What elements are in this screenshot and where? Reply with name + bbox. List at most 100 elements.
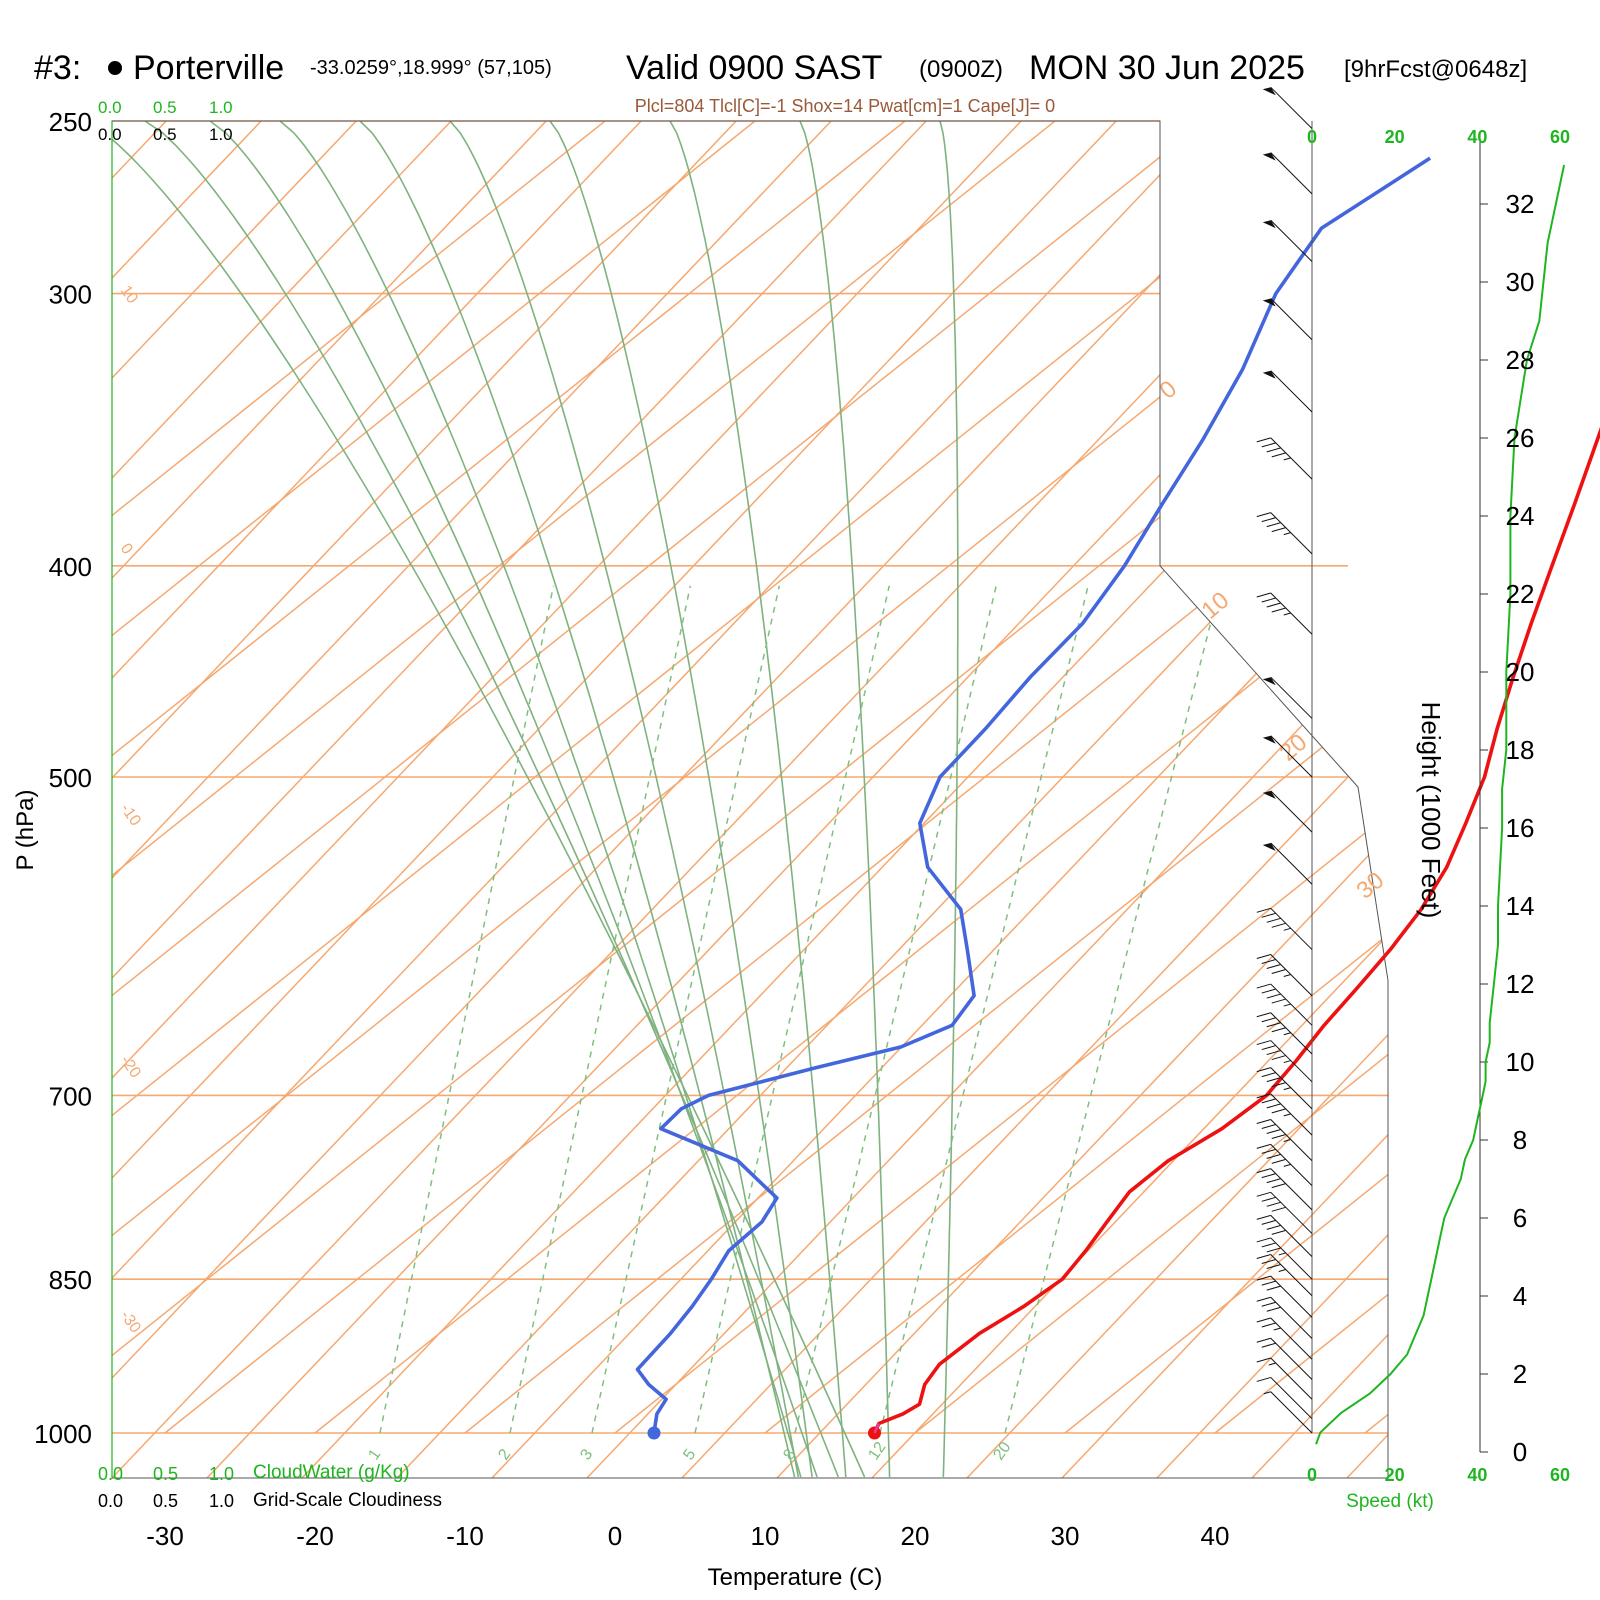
wind-barb-flag	[1271, 452, 1286, 458]
isotherm--110	[112, 121, 606, 1434]
wind-barb	[1270, 1337, 1313, 1380]
dry-adiabat-line	[112, 121, 452, 1478]
wind-barb-flag	[1261, 1242, 1276, 1248]
wind-barb-flag	[1261, 1322, 1276, 1328]
height-tick-12: 12	[1506, 969, 1535, 999]
wind-barb-half	[1283, 532, 1291, 536]
wind-barb-flag	[1266, 1264, 1281, 1269]
mixing-ratio-2	[509, 585, 692, 1434]
wind-barb-flag	[1256, 1376, 1271, 1382]
dry-adiabat-line	[776, 121, 1388, 1478]
surface-dewpoint-marker	[647, 1426, 661, 1440]
wind-barb-flag	[1256, 953, 1271, 959]
wind-barb	[1270, 735, 1313, 778]
isotherm-lines	[112, 121, 1388, 1434]
dry-adiabat-line	[112, 121, 1212, 1478]
cl-bot-1: 1.0	[209, 1491, 234, 1511]
wind-barb-flag	[1261, 1173, 1276, 1179]
wind-barb-flag	[1261, 442, 1276, 448]
cw-bot-05: 0.5	[153, 1464, 178, 1484]
height-tick-18: 18	[1506, 735, 1535, 765]
wind-barb-flag	[1256, 1168, 1271, 1174]
dry-adiabat-line	[112, 121, 832, 1478]
wind-barb-flag	[1256, 1275, 1271, 1281]
wind-profile	[1256, 86, 1566, 1453]
dry-adiabat-line	[112, 121, 1022, 1478]
wind-barb	[1270, 1144, 1313, 1186]
cl-top-05: 0.5	[153, 125, 177, 144]
wind-barb	[1270, 1377, 1313, 1420]
cw-top-05: 0.5	[153, 98, 177, 117]
height-tick-16: 16	[1506, 813, 1535, 843]
temp-tick--10: -10	[446, 1521, 484, 1551]
speed-tick-top-60: 60	[1550, 127, 1570, 147]
wind-barb-half	[1283, 1003, 1291, 1007]
wind-barb-flag	[1261, 597, 1276, 603]
height-tick-30: 30	[1506, 267, 1535, 297]
height-tick-20: 20	[1506, 657, 1535, 687]
wind-barb-flag	[1261, 1017, 1276, 1023]
pressure-tick-850: 850	[49, 1265, 92, 1295]
wind-barb-flag	[1266, 522, 1281, 528]
wind-barb-flag	[1256, 512, 1271, 518]
valid-time: Valid 0900 SAST	[626, 49, 882, 87]
sounding-traces	[635, 156, 1600, 1440]
wind-barb	[1270, 1357, 1313, 1400]
wind-barb-flag	[1271, 527, 1286, 533]
wind-barb-half	[1283, 612, 1291, 616]
wind-barb-flag	[1256, 1040, 1271, 1046]
cw-top-1: 1.0	[209, 98, 233, 117]
moist-adiabat-line	[549, 121, 813, 1478]
moist-adiabat-line	[279, 121, 802, 1478]
isotherm-10	[764, 121, 1388, 1434]
wind-barb-flag	[1261, 1072, 1276, 1078]
cl-top-0: 0.0	[98, 125, 122, 144]
wind-barb-flag	[1256, 983, 1271, 989]
wind-barb-flag	[1256, 1093, 1271, 1099]
x-axis-label: Temperature (C)	[708, 1564, 883, 1591]
isotherm-50	[1364, 121, 1388, 1434]
dewpoint-trace	[635, 156, 1432, 1434]
dry-adiabat-line	[966, 121, 1388, 1478]
wind-pennant-icon	[1262, 790, 1276, 799]
wind-barb-flag	[1261, 912, 1276, 918]
wind-pennant-icon	[1262, 152, 1276, 161]
station-dot-icon	[108, 61, 122, 75]
station-coords: -33.0259°,18.999° (57,105)	[310, 57, 552, 79]
wind-barb-flag	[1261, 1045, 1276, 1051]
height-tick-26: 26	[1506, 423, 1535, 453]
station-name: Porterville	[133, 49, 284, 87]
dry-adiabat-line	[491, 121, 1388, 1478]
height-tick-6: 6	[1513, 1203, 1527, 1233]
wind-barb-flag	[1261, 1301, 1276, 1307]
isotherm-label: -30	[117, 1308, 144, 1337]
isotherm-0	[614, 121, 1388, 1434]
wind-barb-flag	[1271, 1206, 1286, 1212]
mixing-ratio-20	[1004, 585, 1221, 1434]
wind-barb-flag	[1256, 1012, 1271, 1018]
dry-adiabat-line	[586, 121, 1388, 1478]
wind-barb-half	[1263, 1391, 1271, 1395]
wind-barb-half	[1283, 457, 1291, 461]
wind-barb	[1270, 512, 1313, 555]
wind-barb-flag	[1271, 1108, 1286, 1114]
wind-barb	[1270, 1191, 1313, 1234]
dry-adiabat-line	[871, 121, 1388, 1478]
wind-barb-flag	[1266, 1050, 1281, 1056]
cloud-scale-top: 0.0 0.5 1.0 0.0 0.5 1.0	[98, 98, 233, 144]
wind-barb-flag	[1261, 1148, 1276, 1154]
cloud-scale-bottom: 0.0 0.5 1.0 CloudWater (g/Kg) 0.0 0.5 1.…	[98, 1462, 442, 1511]
wind-barb-flag	[1271, 1134, 1286, 1139]
wind-barb-flag	[1261, 958, 1276, 964]
height-tick-32: 32	[1506, 189, 1535, 219]
wind-barb-flag	[1271, 607, 1286, 613]
wind-barb-half	[1283, 1032, 1291, 1036]
wind-pennant-icon	[1262, 677, 1276, 686]
speed-tick-top-40: 40	[1467, 127, 1487, 147]
cloudwater-label: CloudWater (g/Kg)	[253, 1462, 410, 1483]
height-axis-label: Height (1000 Feet)	[1416, 702, 1446, 919]
plot-border	[111, 120, 1389, 1479]
dry-adiabat-line	[681, 121, 1388, 1478]
